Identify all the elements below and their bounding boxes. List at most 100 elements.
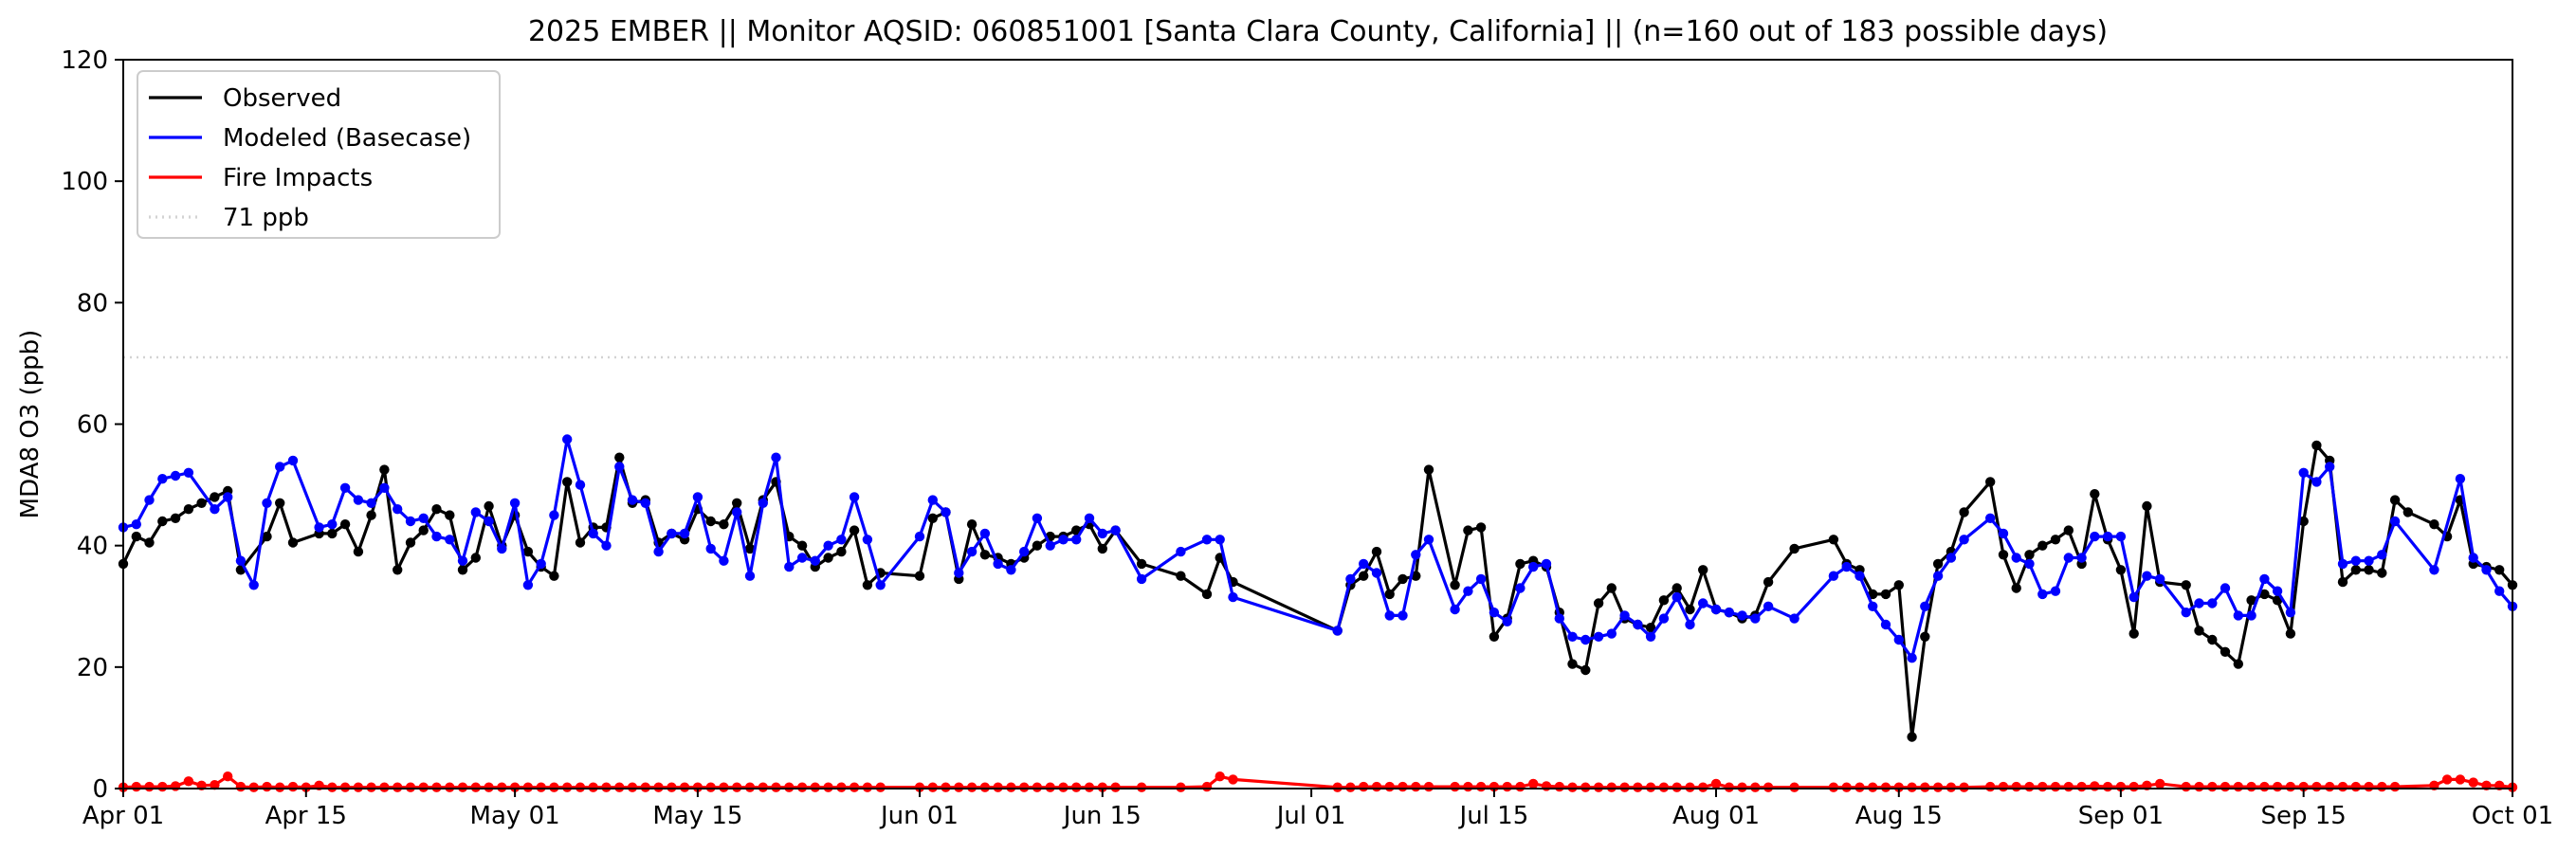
data-point-fire-impacts	[2076, 781, 2087, 792]
data-point-observed	[1097, 543, 1108, 554]
data-point-observed	[1450, 580, 1460, 590]
data-point-observed	[366, 510, 376, 520]
data-point-modeled-basecase	[2050, 586, 2061, 596]
x-tick-label: Sep 01	[2078, 802, 2164, 830]
data-point-modeled-basecase	[836, 535, 847, 545]
data-point-fire-impacts	[2063, 781, 2074, 792]
data-point-modeled-basecase	[2246, 610, 2256, 621]
data-point-observed	[1411, 571, 1421, 581]
data-point-fire-impacts	[2024, 781, 2035, 792]
data-point-modeled-basecase	[1006, 565, 1016, 575]
data-point-fire-impacts	[1032, 782, 1043, 792]
data-point-observed	[796, 540, 808, 551]
data-point-observed	[522, 546, 534, 557]
data-point-fire-impacts	[1854, 782, 1865, 792]
data-point-modeled-basecase	[2325, 462, 2335, 472]
data-point-modeled-basecase	[2285, 608, 2296, 618]
data-point-fire-impacts	[601, 782, 612, 792]
data-point-fire-impacts	[1698, 782, 1708, 792]
data-point-modeled-basecase	[418, 513, 429, 523]
data-point-observed	[157, 516, 168, 527]
data-point-fire-impacts	[2350, 781, 2361, 792]
x-axis: Apr 01 Apr 15 May 01 May 15 Jun 01 Jun 15 Jul …	[82, 789, 2553, 830]
data-point-observed	[1985, 477, 1996, 487]
data-point-fire-impacts	[1215, 771, 1225, 782]
data-point-fire-impacts	[1398, 781, 1408, 792]
data-point-modeled-basecase	[562, 434, 573, 445]
x-tick-label: Apr 15	[265, 802, 347, 830]
data-point-modeled-basecase	[1359, 558, 1369, 570]
y-tick-label: 40	[77, 533, 108, 561]
data-point-observed	[2298, 516, 2309, 527]
data-point-modeled-basecase	[2259, 573, 2270, 585]
legend: Observed Modeled (Basecase) Fire Impacts 71…	[137, 70, 501, 239]
data-point-modeled-basecase	[2311, 477, 2322, 487]
data-point-modeled-basecase	[2298, 467, 2309, 478]
data-point-modeled-basecase	[2024, 558, 2035, 570]
data-point-observed	[431, 504, 442, 515]
data-point-modeled-basecase	[379, 482, 390, 493]
data-point-observed	[1932, 558, 1944, 570]
data-point-fire-impacts	[954, 782, 964, 792]
data-point-modeled-basecase	[1489, 608, 1500, 618]
data-point-observed	[2377, 568, 2387, 578]
data-point-fire-impacts	[1228, 774, 1238, 785]
data-point-fire-impacts	[1737, 782, 1747, 792]
data-point-fire-impacts	[248, 782, 259, 792]
data-point-modeled-basecase	[575, 480, 586, 490]
data-point-modeled-basecase	[2481, 565, 2492, 575]
data-point-modeled-basecase	[1371, 568, 1382, 578]
data-point-modeled-basecase	[1058, 535, 1069, 545]
data-point-observed	[2259, 589, 2270, 600]
data-point-observed	[1998, 550, 2009, 560]
data-point-observed	[2389, 495, 2401, 505]
data-point-fire-impacts	[1019, 782, 1030, 792]
data-point-observed	[2311, 440, 2322, 451]
data-point-modeled-basecase	[1215, 535, 1225, 545]
data-point-modeled-basecase	[1176, 546, 1186, 557]
data-point-modeled-basecase	[1567, 631, 1578, 642]
data-point-fire-impacts	[1423, 781, 1434, 792]
data-point-modeled-basecase	[1907, 653, 1917, 663]
data-point-observed	[2037, 540, 2048, 551]
data-point-fire-impacts	[1606, 782, 1617, 792]
data-point-fire-impacts	[640, 782, 650, 792]
data-point-observed	[1176, 571, 1186, 581]
data-point-modeled-basecase	[2181, 608, 2191, 618]
data-point-observed	[405, 537, 416, 548]
data-point-modeled-basecase	[327, 519, 338, 530]
data-point-observed	[1645, 623, 1656, 633]
data-point-modeled-basecase	[1841, 561, 1852, 572]
data-point-modeled-basecase	[1515, 583, 1526, 593]
data-point-fire-impacts	[927, 782, 938, 792]
data-point-modeled-basecase	[248, 580, 259, 590]
data-point-modeled-basecase	[719, 555, 729, 566]
data-point-observed	[732, 498, 742, 508]
data-point-observed	[170, 513, 181, 523]
data-point-fire-impacts	[1932, 782, 1944, 792]
data-point-fire-impacts	[2102, 781, 2113, 792]
y-tick-label: 60	[77, 411, 108, 440]
data-point-fire-impacts	[353, 782, 364, 792]
y-tick-label: 100	[61, 168, 108, 196]
data-point-fire-impacts	[405, 782, 416, 792]
data-point-modeled-basecase	[536, 558, 546, 570]
data-point-fire-impacts	[1567, 782, 1578, 792]
data-point-modeled-basecase	[484, 516, 494, 527]
data-point-modeled-basecase	[979, 528, 991, 539]
data-point-fire-impacts	[2389, 781, 2401, 792]
data-point-modeled-basecase	[1619, 610, 1630, 621]
data-point-fire-impacts	[1959, 782, 1969, 792]
data-point-fire-impacts	[692, 782, 703, 792]
data-point-modeled-basecase	[1606, 628, 1617, 639]
data-point-modeled-basecase	[1463, 586, 1473, 596]
data-point-modeled-basecase	[2155, 573, 2165, 585]
data-point-observed	[1475, 522, 1487, 533]
data-point-modeled-basecase	[353, 495, 364, 505]
data-point-fire-impacts	[536, 782, 546, 792]
data-point-modeled-basecase	[1672, 591, 1682, 603]
x-tick-label: Jul 01	[1275, 802, 1346, 830]
data-point-observed	[418, 525, 429, 535]
data-point-observed	[1828, 535, 1839, 545]
data-point-observed	[2350, 565, 2361, 575]
